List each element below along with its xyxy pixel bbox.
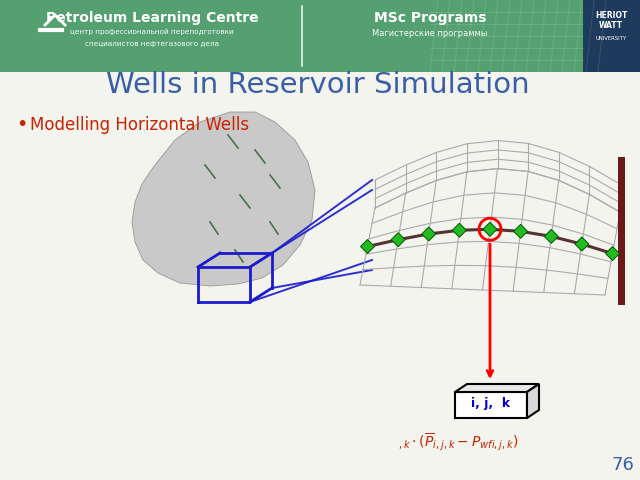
Text: WATT: WATT <box>599 22 623 31</box>
Polygon shape <box>544 229 558 243</box>
Text: центр профессиональной переподготовки: центр профессиональной переподготовки <box>70 29 234 35</box>
Polygon shape <box>452 223 467 237</box>
Polygon shape <box>391 233 405 247</box>
Text: Petroleum Learning Centre: Petroleum Learning Centre <box>45 11 259 25</box>
Text: Wells in Reservoir Simulation: Wells in Reservoir Simulation <box>106 71 530 99</box>
Polygon shape <box>514 224 527 239</box>
Polygon shape <box>455 384 539 392</box>
Polygon shape <box>360 240 374 253</box>
Polygon shape <box>132 112 315 286</box>
Text: $_{,k}\cdot(\overline{P}_{i,j,k} - P_{wfi,j,k})$: $_{,k}\cdot(\overline{P}_{i,j,k} - P_{wf… <box>398 431 518 453</box>
Bar <box>455 392 527 418</box>
Bar <box>0 0 640 72</box>
Bar <box>583 0 640 72</box>
Polygon shape <box>527 384 539 418</box>
Polygon shape <box>422 227 436 241</box>
Text: Modelling Horizontal Wells: Modelling Horizontal Wells <box>30 116 249 134</box>
Polygon shape <box>575 237 589 251</box>
Polygon shape <box>483 222 497 236</box>
Text: •: • <box>16 116 28 134</box>
Polygon shape <box>605 247 620 261</box>
Text: специалистов нефтегазового дела: специалистов нефтегазового дела <box>85 41 219 47</box>
Text: 76: 76 <box>612 456 634 474</box>
Text: UNIVERSITY: UNIVERSITY <box>595 36 627 40</box>
Text: i, j,  k: i, j, k <box>472 397 511 410</box>
Text: HERIOT: HERIOT <box>595 12 627 21</box>
Text: Магистерские программы: Магистерские программы <box>372 29 488 38</box>
Bar <box>618 157 625 305</box>
Text: MSc Programs: MSc Programs <box>374 11 486 25</box>
